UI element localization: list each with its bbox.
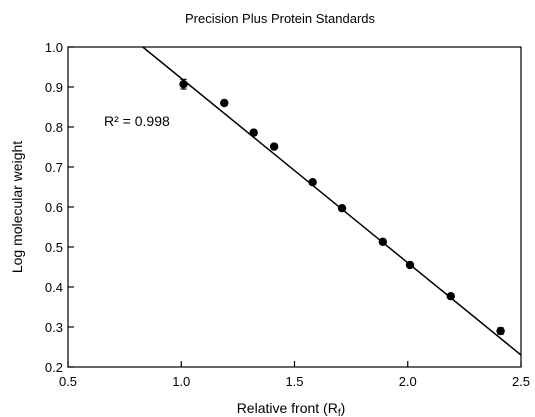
x-axis-label-subscript: f [338, 408, 341, 417]
y-tick-label: 0.8 [45, 120, 63, 135]
data-points [179, 78, 505, 336]
y-axis-label: Log molecular weight [9, 141, 25, 273]
y-tick-label: 0.2 [45, 360, 63, 375]
data-point [308, 178, 317, 187]
data-point [378, 237, 388, 246]
data-point [337, 204, 347, 213]
x-tick-label: 0.5 [59, 374, 77, 389]
x-tick-label: 2.0 [399, 374, 417, 389]
y-tick-label: 0.5 [45, 240, 63, 255]
x-tick-label: 2.5 [512, 374, 530, 389]
data-point [446, 292, 455, 301]
chart-title: Precision Plus Protein Standards [185, 11, 376, 26]
y-tick-label: 0.4 [45, 280, 63, 295]
data-point [249, 128, 258, 137]
r-squared-annotation: R² = 0.998 [104, 113, 170, 129]
x-axis-label-main: Relative front (R [237, 400, 338, 416]
data-point [405, 260, 415, 270]
y-tick-label: 0.6 [45, 200, 63, 215]
y-tick-label: 0.7 [45, 160, 63, 175]
y-tick-label: 0.9 [45, 80, 63, 95]
x-tick-label: 1.0 [172, 374, 190, 389]
y-tick-label: 0.3 [45, 320, 63, 335]
data-point [220, 98, 229, 108]
data-point [496, 326, 505, 336]
axis-ticks: 0.5 1.0 1.5 2.0 2.5 0.2 0.3 0.4 0.5 0.6 0.7 0.8 0.9 1… [45, 40, 530, 389]
x-axis-label-close: ) [341, 400, 346, 416]
plot-frame [67, 46, 522, 368]
x-axis-label: Relative front (Rf) [237, 400, 346, 417]
data-point [269, 142, 279, 151]
fit-line-group [142, 46, 522, 356]
y-tick-label: 1.0 [45, 40, 63, 55]
data-point [179, 80, 188, 89]
x-tick-label: 1.5 [285, 374, 303, 389]
fit-line [142, 46, 522, 356]
